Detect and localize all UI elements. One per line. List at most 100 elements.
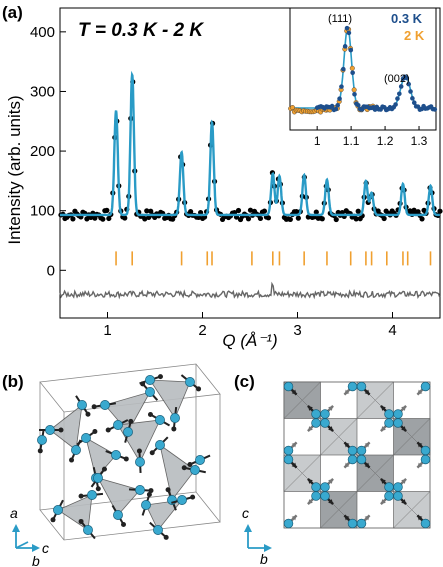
inset-point-0.3K [333,106,339,112]
atom [283,445,294,456]
y-axis-label: Intensity (arb. units) [5,95,24,244]
data-point [106,215,112,222]
spin-arrow-head [92,429,98,435]
inset-point-0.3K [341,66,346,72]
atom [393,418,403,428]
axis-b-label-c: b [260,551,268,567]
atom [356,454,367,465]
data-point [261,208,268,214]
panel-c-atoms [283,381,431,529]
y-tick-label: 100 [30,203,55,220]
spin-arrow-head [417,442,423,448]
inset-point-0.3K [398,84,404,89]
spin-arrow-head [401,478,407,484]
crystal-structure-projection: c b [242,381,431,567]
atom [45,425,55,435]
x-tick-label: 3 [293,322,301,339]
data-point [319,216,325,222]
atom [311,409,321,419]
atom [170,413,180,423]
spin-arrow-head [37,448,43,454]
spin-arrow-head [121,522,126,528]
spin-arrow-head [401,426,407,432]
spin-arrow-head [328,426,334,432]
atom [311,482,321,492]
atom [141,500,151,510]
atom [347,454,358,465]
spin-arrow-head [163,534,169,540]
spin-arrow-head [380,405,386,411]
spin-arrow-head [291,389,297,395]
x-axis-ticks: 1 2 3 4 [103,312,397,339]
atom [320,409,330,419]
atom [195,455,205,465]
spin-arrow-head [58,427,64,433]
data-point [437,208,443,214]
atom [320,418,330,428]
atom [347,518,358,529]
inset-point-2K [351,87,357,93]
data-point [235,207,242,214]
spin-arrow-head [147,412,153,417]
spin-arrow-head [146,492,152,498]
inset-point-0.3K [395,96,400,101]
atom [93,473,103,483]
data-point [257,215,264,222]
spin-arrow-head [401,405,407,411]
axis-c-label-b: c [42,540,49,556]
spin-arrow-head [196,386,202,392]
bragg-ticks [115,251,432,266]
inset-annotation-002: (002) [384,73,410,85]
data-point [104,207,110,213]
data-point [419,216,425,222]
spin-arrow-head [101,466,107,472]
inset-point-0.3K [329,103,335,109]
x-tick-label: 4 [388,322,396,339]
spin-arrow-head [95,486,101,492]
panel-b-label: (b) [2,372,24,391]
atom [155,415,165,425]
y-tick-label: 400 [30,24,55,41]
atom [420,381,431,392]
atom [71,445,81,455]
atom [347,381,358,392]
atom [347,445,358,456]
spin-arrow-head [417,462,423,468]
atom [384,418,394,428]
inset-point-0.3K [406,81,411,87]
inset-point-0.3K [355,102,361,108]
atom [145,375,155,385]
atom [155,440,165,450]
inset-legend-0.3K: 0.3 K [391,11,423,26]
crystal-structure-3d: a c b [10,363,221,567]
data-point [333,216,339,223]
inset-x-tick-label: 1.1 [343,134,360,148]
square-diagonal [283,381,321,419]
spin-arrow-head [190,494,196,500]
panel-b-atoms [37,374,211,540]
atom [111,450,121,460]
main-diffraction-plot: T = 0.3 K - 2 K 0 100 200 300 400 1 2 3 4 Inten… [5,7,443,350]
inset-point-0.3K [346,30,352,36]
data-point [100,216,106,222]
inset-point-0.3K [339,84,344,89]
spin-arrow-head [165,487,171,493]
spin-arrow-head [136,448,142,454]
atom [123,427,133,437]
panel-c-label: (c) [234,372,255,391]
spin-arrow-head [307,478,313,484]
inset-point-0.3K [337,96,342,101]
spin-arrow-head [417,515,423,521]
atom [393,491,403,501]
y-axis-ticks: 0 100 200 300 400 [30,24,66,279]
inset-data-points [288,25,438,115]
atom [100,400,110,410]
spin-arrow-head [364,389,370,395]
spin-arrow-head [78,493,84,499]
data-point [293,208,299,215]
axis-c-label-c: c [242,505,249,521]
difference-curve [59,281,441,300]
fit-curve [60,70,440,217]
spin-arrow-head [148,488,154,494]
spin-arrow-head [69,457,75,463]
